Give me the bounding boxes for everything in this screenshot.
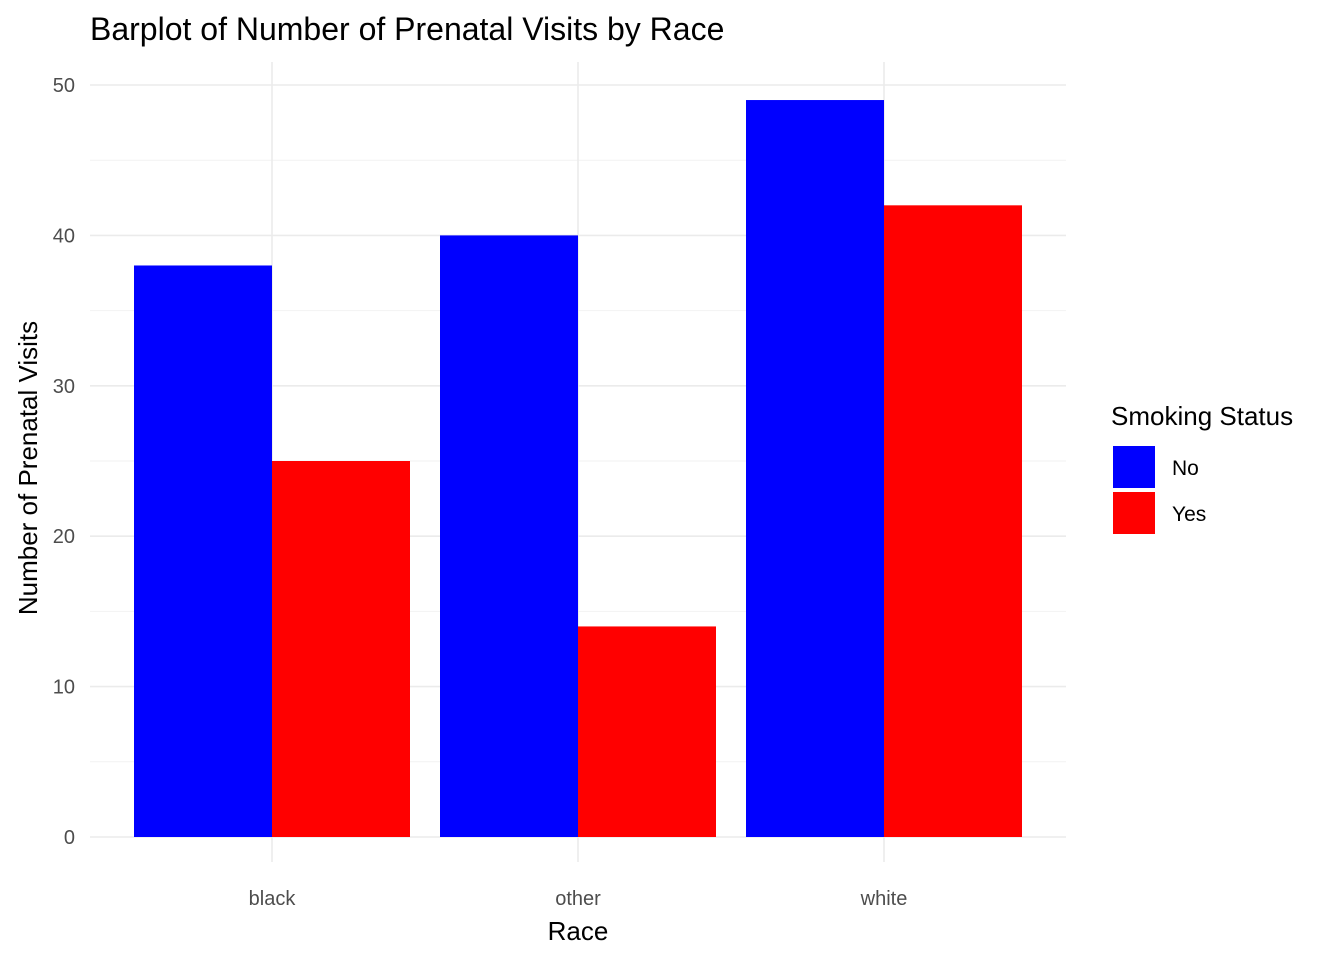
bar-other-no (440, 235, 578, 837)
x-axis-ticks: black other white (249, 888, 908, 910)
legend-title: Smoking Status (1111, 401, 1293, 431)
y-axis-title: Number of Prenatal Visits (13, 321, 43, 615)
chart-title: Barplot of Number of Prenatal Visits by … (90, 11, 724, 47)
y-tick-label: 10 (53, 677, 75, 699)
y-tick-label: 0 (64, 827, 75, 849)
legend-label-yes: Yes (1172, 503, 1206, 526)
y-tick-label: 40 (53, 225, 75, 247)
y-tick-label: 50 (53, 75, 75, 97)
bar-white-yes (884, 205, 1022, 837)
x-axis-title: Race (548, 916, 609, 946)
legend-key-yes (1113, 492, 1155, 534)
y-tick-label: 30 (53, 376, 75, 398)
bar-white-no (746, 100, 884, 838)
legend-items: No Yes (1113, 446, 1206, 534)
y-axis-ticks: 0 10 20 30 40 50 (53, 75, 75, 849)
x-tick-label: black (249, 888, 297, 910)
x-tick-label: other (555, 888, 601, 910)
y-tick-label: 20 (53, 526, 75, 548)
bar-other-yes (578, 626, 716, 837)
bars (134, 100, 1022, 838)
x-tick-label: white (860, 888, 908, 910)
bar-black-yes (272, 461, 410, 837)
legend-key-no (1113, 446, 1155, 488)
legend-label-no: No (1172, 457, 1199, 480)
bar-black-no (134, 265, 272, 838)
legend: Smoking Status No Yes (1111, 401, 1293, 534)
